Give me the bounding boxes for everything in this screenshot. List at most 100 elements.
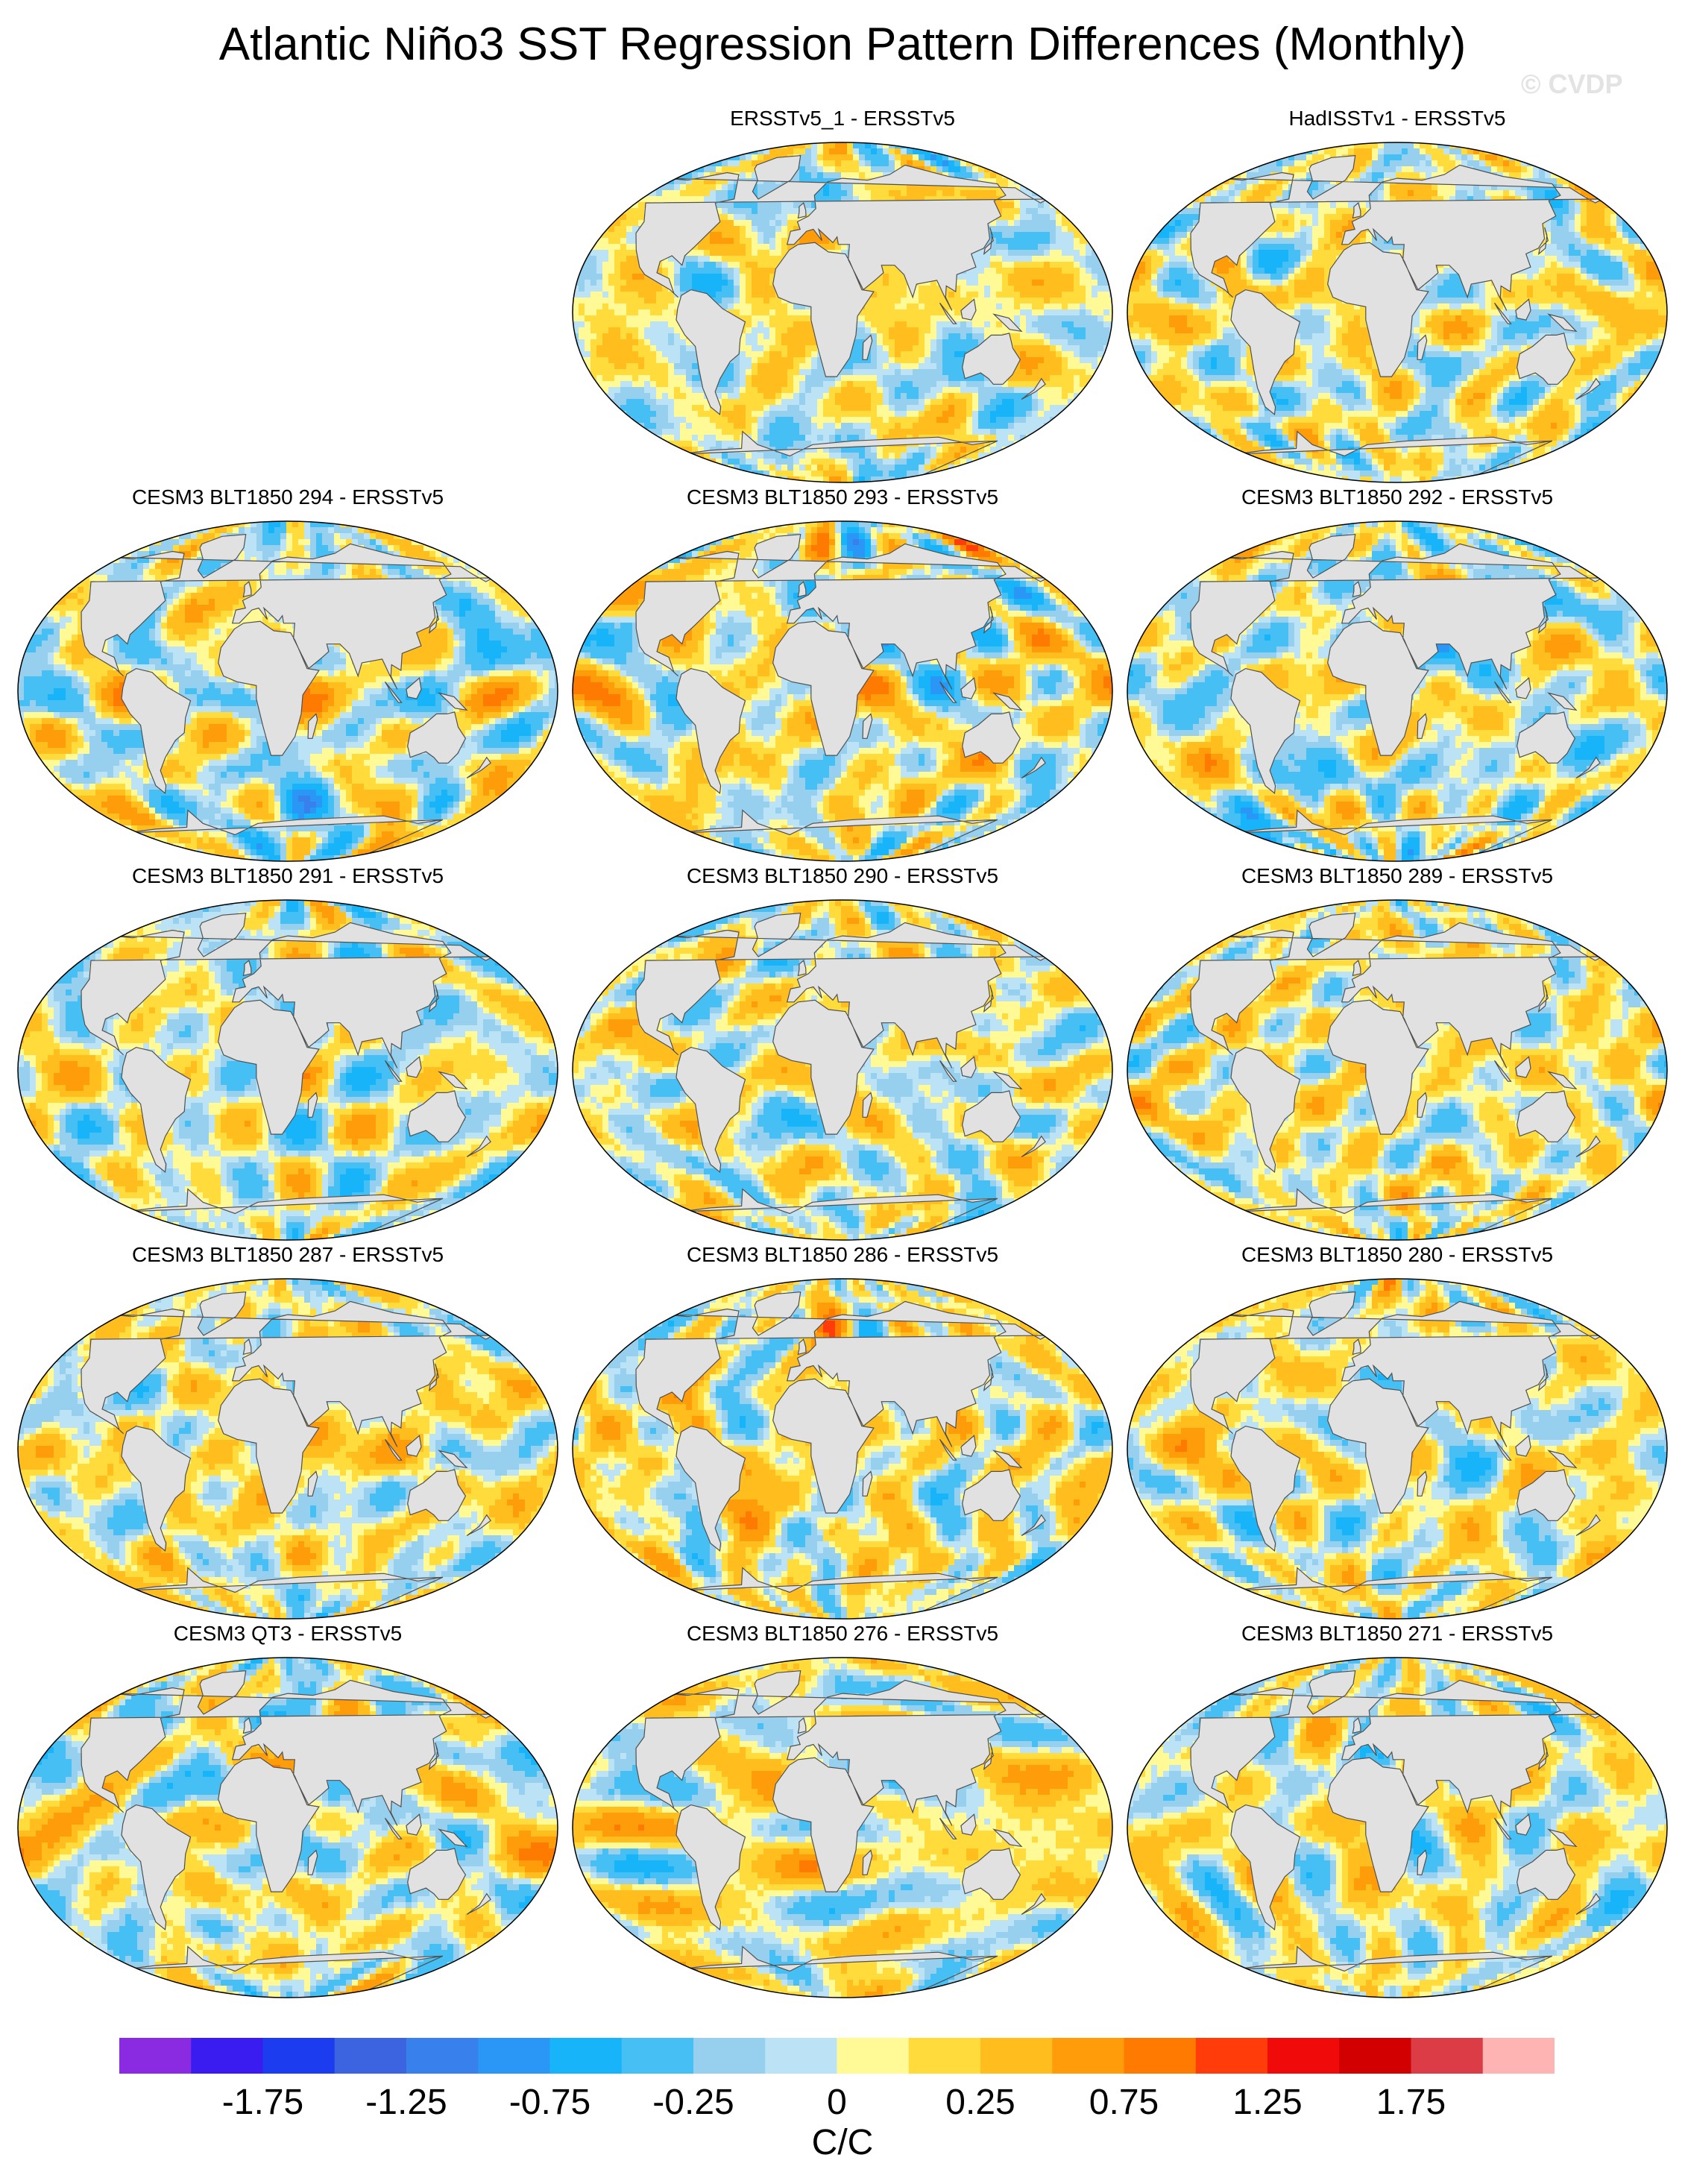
sst-cell: [925, 351, 931, 358]
sst-cell: [596, 417, 603, 424]
sst-cell: [722, 393, 728, 400]
sst-cell: [1044, 465, 1051, 471]
sst-cell: [942, 447, 949, 453]
sst-cell: [901, 321, 907, 328]
sst-cell: [596, 441, 603, 447]
sst-cell: [877, 309, 884, 316]
sst-cell: [787, 202, 794, 209]
sst-cell: [704, 166, 711, 173]
sst-cell: [734, 459, 740, 465]
sst-cell: [674, 381, 681, 388]
sst-cell: [895, 459, 901, 465]
sst-cell: [573, 387, 579, 394]
sst-cell: [1103, 363, 1110, 370]
sst-cell: [1014, 387, 1021, 394]
sst-cell: [823, 459, 830, 465]
sst-cell: [1008, 417, 1015, 424]
sst-cell: [1062, 327, 1068, 334]
sst-cell: [889, 184, 895, 191]
sst-cell: [1050, 339, 1056, 346]
sst-cell: [674, 423, 681, 429]
sst-cell: [1050, 459, 1056, 465]
sst-cell: [1032, 309, 1039, 316]
sst-cell: [734, 303, 740, 310]
sst-cell: [781, 387, 788, 394]
sst-cell: [841, 429, 848, 435]
sst-cell: [573, 369, 579, 376]
sst-cell: [608, 327, 615, 334]
sst-cell: [1056, 274, 1062, 280]
sst-cell: [662, 154, 669, 161]
sst-cell: [620, 202, 627, 209]
sst-cell: [1086, 202, 1092, 209]
sst-cell: [656, 298, 663, 304]
sst-cell: [704, 441, 711, 447]
sst-cell: [1056, 148, 1062, 155]
sst-cell: [781, 435, 788, 441]
sst-cell: [960, 166, 967, 173]
sst-cell: [698, 148, 705, 155]
sst-cell: [746, 417, 752, 424]
sst-cell: [674, 357, 681, 364]
sst-cell: [823, 399, 830, 406]
sst-cell: [799, 411, 806, 418]
sst-cell: [620, 429, 627, 435]
sst-cell: [1038, 315, 1045, 322]
sst-cell: [602, 274, 609, 280]
sst-cell: [638, 333, 645, 340]
sst-cell: [769, 345, 776, 352]
sst-cell: [799, 465, 806, 471]
sst-cell: [668, 435, 675, 441]
sst-cell: [692, 184, 699, 191]
sst-cell: [1032, 417, 1039, 424]
sst-cell: [847, 393, 854, 400]
sst-cell: [1062, 154, 1068, 161]
sst-cell: [1020, 459, 1027, 465]
sst-cell: [1092, 387, 1098, 394]
sst-cell: [680, 417, 687, 424]
sst-cell: [865, 381, 872, 388]
sst-cell: [608, 232, 615, 239]
sst-cell: [1026, 298, 1033, 304]
sst-cell: [877, 148, 884, 155]
sst-cell: [859, 375, 866, 382]
sst-cell: [925, 453, 931, 459]
sst-cell: [936, 459, 943, 465]
sst-cell: [919, 411, 925, 418]
sst-cell: [668, 339, 675, 346]
sst-cell: [996, 441, 1003, 447]
sst-cell: [710, 453, 716, 459]
sst-cell: [1008, 286, 1015, 292]
sst-cell: [596, 357, 603, 364]
sst-cell: [758, 465, 764, 471]
sst-cell: [722, 405, 728, 412]
sst-cell: [859, 166, 866, 173]
sst-cell: [1068, 303, 1074, 310]
sst-cell: [674, 142, 681, 149]
sst-cell: [722, 226, 728, 233]
sst-cell: [901, 309, 907, 316]
sst-cell: [1068, 369, 1074, 376]
sst-cell: [919, 351, 925, 358]
sst-cell: [907, 339, 913, 346]
sst-cell: [1092, 315, 1098, 322]
sst-cell: [590, 232, 597, 239]
sst-cell: [704, 286, 711, 292]
sst-cell: [620, 435, 627, 441]
sst-cell: [799, 333, 806, 340]
sst-cell: [793, 423, 800, 429]
sst-cell: [763, 453, 770, 459]
sst-cell: [608, 435, 615, 441]
sst-cell: [763, 465, 770, 471]
sst-cell: [692, 148, 699, 155]
sst-cell: [1086, 208, 1092, 215]
sst-cell: [614, 453, 621, 459]
sst-cell: [644, 411, 651, 418]
sst-cell: [883, 303, 889, 310]
sst-cell: [1103, 184, 1110, 191]
sst-cell: [674, 429, 681, 435]
sst-cell: [585, 387, 591, 394]
sst-cell: [1044, 232, 1051, 239]
sst-cell: [913, 411, 919, 418]
sst-cell: [602, 315, 609, 322]
